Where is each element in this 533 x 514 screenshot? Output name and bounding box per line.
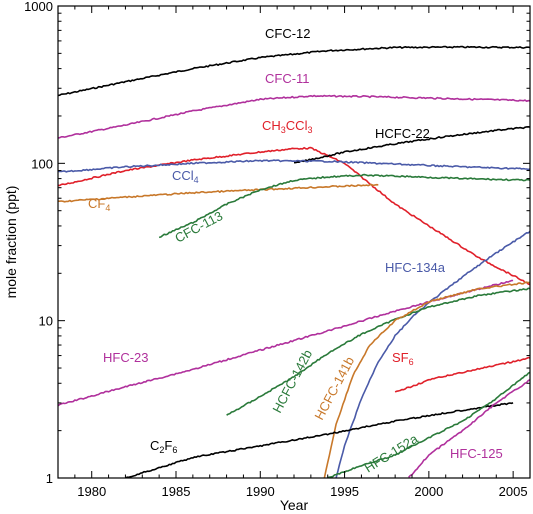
series-line-ch3ccl3 bbox=[58, 146, 530, 286]
series-line-cfc11 bbox=[58, 94, 530, 139]
series-label-ch3ccl3: CH3​CCl3​ bbox=[262, 118, 312, 135]
series-line-c2f6 bbox=[125, 402, 514, 478]
series-label-hcfc22: HCFC-22 bbox=[375, 126, 430, 141]
series-label-hfc152a: HFC-152a bbox=[362, 431, 421, 476]
series-label-cf4: CF4​ bbox=[88, 196, 110, 213]
series-line-hcfc141b bbox=[323, 281, 530, 478]
y-tick-label: 1 bbox=[46, 471, 53, 486]
x-tick-label: 1995 bbox=[330, 484, 359, 499]
series-line-hcfc142b bbox=[226, 287, 530, 416]
series-label-ccl4: CCl4​ bbox=[172, 168, 199, 185]
y-tick-label: 1000 bbox=[24, 0, 53, 14]
series-label-cfc11: CFC-11 bbox=[265, 71, 310, 86]
x-tick-label: 1985 bbox=[162, 484, 191, 499]
x-tick-label: 1990 bbox=[246, 484, 275, 499]
series-line-cfc12 bbox=[58, 45, 530, 97]
x-tick-label: 1980 bbox=[77, 484, 106, 499]
series-label-hfc125: HFC-125 bbox=[450, 446, 503, 461]
series-label-hcfc142b: HCFC-142b bbox=[269, 347, 315, 415]
series-label-hfc23: HFC-23 bbox=[103, 350, 149, 365]
y-tick-label: 10 bbox=[39, 314, 53, 329]
series-label-c2f6: C2​F6​ bbox=[150, 438, 177, 455]
x-tick-label: 2005 bbox=[499, 484, 528, 499]
axis-ticks bbox=[57, 5, 531, 479]
series-lines bbox=[58, 45, 530, 478]
series-labels: CFC-12 CFC-11 CH3​CCl3​ HCFC-22 CCl4​ CF… bbox=[88, 26, 503, 476]
y-axis-title: mole fraction (ppt) bbox=[3, 186, 19, 299]
series-line-hfc134a bbox=[335, 230, 530, 478]
series-line-cfc113 bbox=[158, 173, 530, 239]
x-tick-label: 2000 bbox=[414, 484, 443, 499]
series-line-cf4 bbox=[58, 183, 379, 203]
series-line-hcfc22 bbox=[293, 126, 530, 164]
series-label-hfc134a: HFC-134a bbox=[385, 260, 446, 275]
x-axis-title: Year bbox=[280, 497, 309, 513]
y-tick-label: 100 bbox=[31, 156, 53, 171]
series-line-sf6 bbox=[394, 356, 530, 393]
series-line-ccl4 bbox=[58, 159, 530, 173]
axis-tick-labels: 1980 1985 1990 1995 2000 2005 1 10 100 1000 bbox=[24, 0, 528, 499]
series-label-cfc12: CFC-12 bbox=[265, 26, 311, 41]
series-label-hcfc141b: HCFC-141b bbox=[311, 354, 357, 422]
series-label-sf6: SF6​ bbox=[392, 350, 414, 367]
series-line-hfc152a bbox=[327, 371, 530, 478]
series-line-hfc125 bbox=[408, 379, 530, 478]
